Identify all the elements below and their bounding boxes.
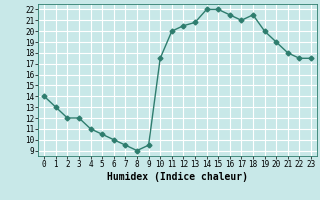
X-axis label: Humidex (Indice chaleur): Humidex (Indice chaleur) (107, 172, 248, 182)
